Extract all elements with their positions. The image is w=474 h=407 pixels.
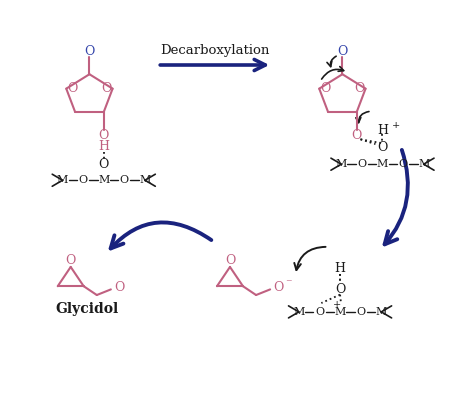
Text: M: M	[375, 307, 387, 317]
Text: O: O	[225, 254, 235, 267]
Text: O: O	[84, 45, 95, 58]
Text: +: +	[333, 300, 341, 309]
Text: O: O	[315, 307, 324, 317]
Text: ⁻: ⁻	[285, 278, 292, 291]
Text: Glycidol: Glycidol	[55, 302, 118, 316]
Text: O: O	[354, 82, 364, 95]
Text: O: O	[114, 281, 125, 294]
Text: O: O	[356, 307, 365, 317]
Text: M: M	[98, 175, 109, 185]
Text: O: O	[101, 82, 111, 95]
Text: O: O	[377, 141, 388, 154]
Text: H: H	[98, 140, 109, 153]
Text: M: M	[293, 307, 304, 317]
Text: O: O	[320, 82, 331, 95]
Text: O: O	[120, 175, 129, 185]
Text: O: O	[337, 45, 347, 58]
Text: M: M	[418, 159, 429, 169]
Text: M: M	[334, 307, 346, 317]
Text: O: O	[79, 175, 88, 185]
Text: O: O	[273, 281, 284, 294]
Text: O: O	[399, 159, 408, 169]
Text: O: O	[335, 283, 345, 296]
Text: M: M	[377, 159, 388, 169]
Text: O: O	[99, 158, 109, 171]
Text: O: O	[352, 129, 362, 142]
Text: O: O	[65, 254, 76, 267]
Text: M: M	[139, 175, 151, 185]
Text: +: +	[392, 121, 400, 130]
Text: Decarboxylation: Decarboxylation	[160, 44, 269, 57]
Text: O: O	[99, 129, 109, 142]
Text: O: O	[357, 159, 366, 169]
Text: M: M	[336, 159, 347, 169]
Text: O: O	[68, 82, 78, 95]
Text: H: H	[377, 124, 388, 137]
Text: M: M	[57, 175, 68, 185]
Text: H: H	[335, 263, 346, 276]
